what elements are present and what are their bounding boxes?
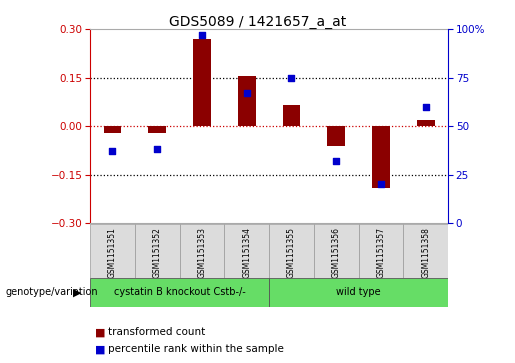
Text: ■: ■	[95, 327, 106, 337]
Bar	[238, 76, 255, 126]
Text: GSM1151353: GSM1151353	[197, 227, 207, 278]
Text: wild type: wild type	[336, 287, 381, 297]
Point	[377, 182, 385, 187]
Text: cystatin B knockout Cstb-/-: cystatin B knockout Cstb-/-	[114, 287, 246, 297]
Bar	[372, 126, 390, 188]
Bar	[417, 120, 435, 126]
Bar	[135, 224, 180, 278]
Text: GSM1151355: GSM1151355	[287, 227, 296, 278]
Text: percentile rank within the sample: percentile rank within the sample	[108, 344, 284, 354]
Point	[108, 148, 116, 154]
Point	[287, 75, 296, 81]
Text: ▶: ▶	[73, 287, 81, 297]
Text: GSM1151357: GSM1151357	[376, 227, 385, 278]
Text: GSM1151358: GSM1151358	[421, 227, 430, 278]
Bar	[148, 126, 166, 132]
Text: GSM1151351: GSM1151351	[108, 227, 117, 278]
Bar	[180, 224, 225, 278]
Point	[153, 147, 161, 152]
Text: GSM1151352: GSM1151352	[153, 227, 162, 278]
Bar	[269, 278, 448, 307]
Bar	[90, 224, 135, 278]
Text: GSM1151356: GSM1151356	[332, 227, 341, 278]
Bar	[193, 39, 211, 126]
Text: genotype/variation: genotype/variation	[5, 287, 98, 297]
Point	[198, 32, 206, 38]
Point	[332, 158, 340, 164]
Text: GSM1151354: GSM1151354	[242, 227, 251, 278]
Bar	[90, 278, 269, 307]
Bar	[283, 105, 300, 126]
Point	[422, 104, 430, 110]
Bar	[104, 126, 122, 132]
Text: ■: ■	[95, 344, 106, 354]
Bar	[327, 126, 345, 146]
Bar	[358, 224, 403, 278]
Bar	[314, 224, 358, 278]
Text: GDS5089 / 1421657_a_at: GDS5089 / 1421657_a_at	[169, 15, 346, 29]
Point	[243, 90, 251, 96]
Bar	[403, 224, 448, 278]
Bar	[225, 224, 269, 278]
Text: transformed count: transformed count	[108, 327, 205, 337]
Bar	[269, 224, 314, 278]
